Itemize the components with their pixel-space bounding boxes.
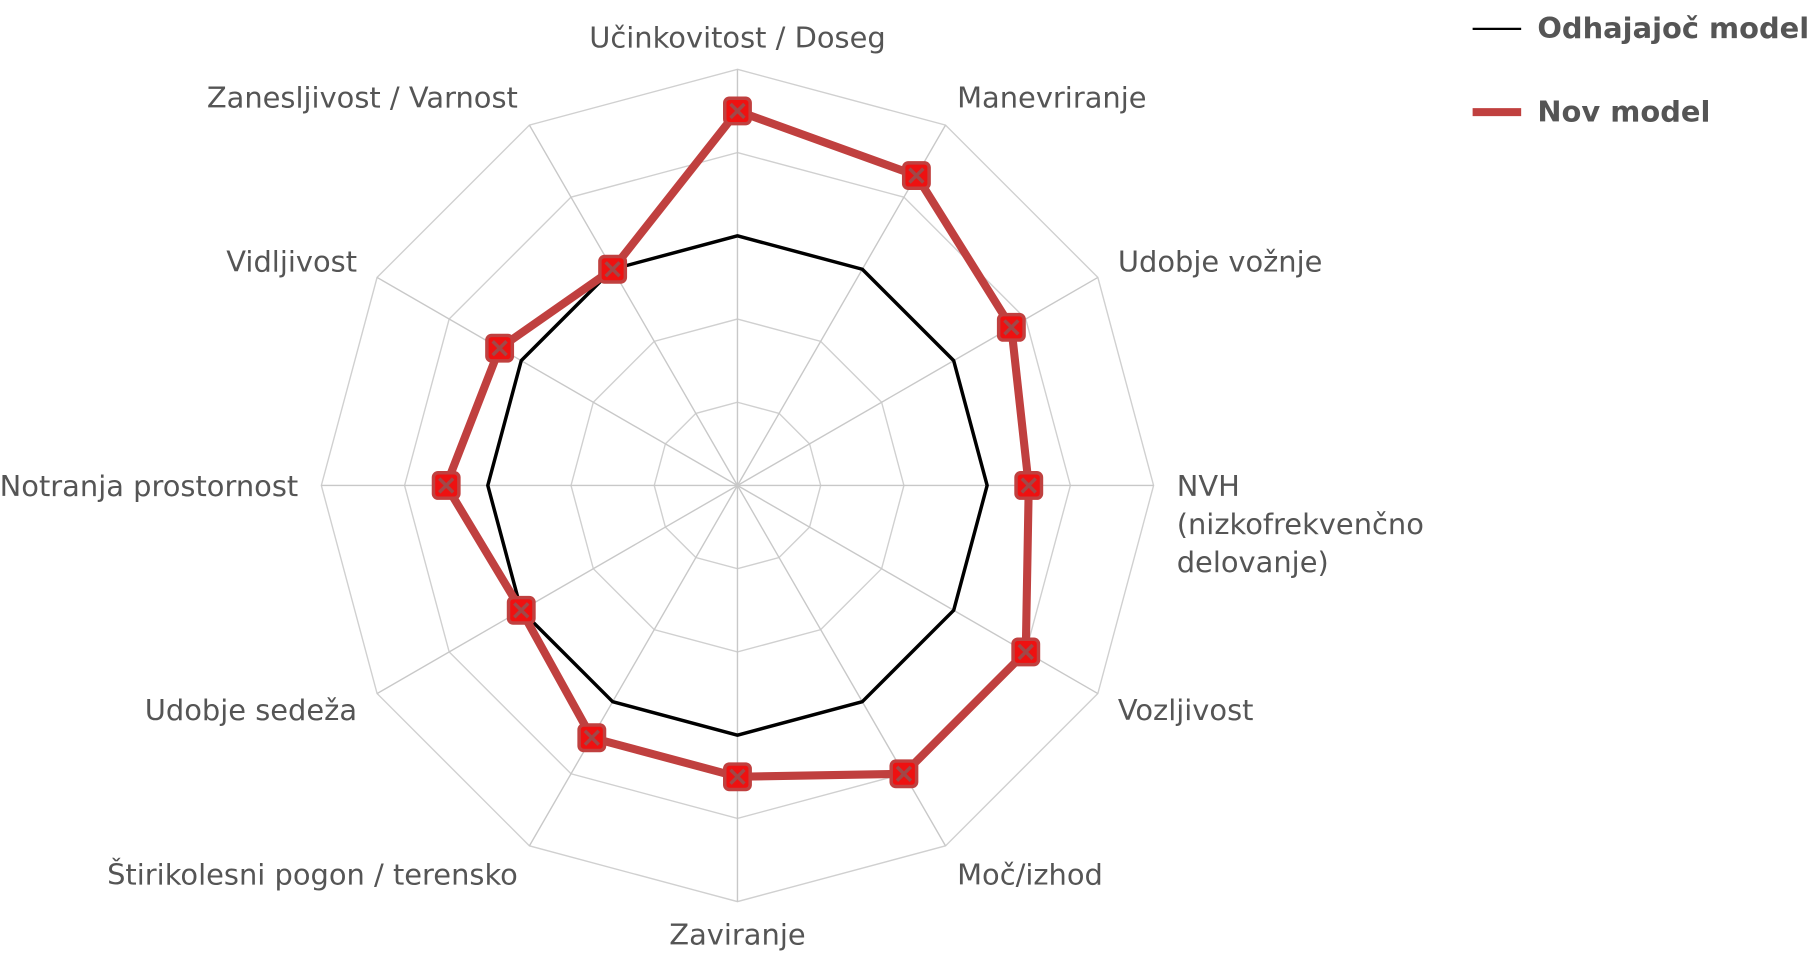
axis-spoke [528, 485, 739, 847]
axis-spoke [376, 484, 738, 695]
axis-spoke [736, 485, 947, 847]
axis-spoke [737, 484, 1099, 695]
axis-label: Manevriranje [957, 80, 1147, 115]
marker-cross [908, 167, 925, 184]
marker-cross [604, 261, 621, 278]
axis-spoke [376, 276, 738, 487]
axis-label: Vidljivost [226, 245, 358, 279]
axis-spoke [528, 124, 739, 486]
marker-cross [895, 765, 913, 782]
legend-label: Nov model [1537, 94, 1711, 129]
marker-cross [583, 729, 600, 746]
axis-label: Učinkovitost / Doseg [589, 20, 886, 55]
axis-spoke [737, 276, 1099, 487]
axis-label: Notranja prostornost [0, 469, 299, 503]
marker-cross [1020, 477, 1037, 494]
axis-label: Moč/izhod [957, 857, 1103, 892]
marker-cross [513, 602, 530, 619]
series-line [486, 234, 989, 737]
axis-label: Zanesljivost / Varnost [206, 80, 518, 115]
legend-label: Odhajajoč model [1537, 11, 1809, 46]
axis-label: Udobje sedeža [144, 693, 358, 728]
axis-label: Štirikolesni pogon / terensko [107, 857, 518, 892]
axis-label: Udobje vožnje [1117, 245, 1323, 279]
marker-cross [729, 102, 746, 120]
marker-cross [438, 477, 455, 494]
axis-label: NVH (nizkofrekvenčno delovanje) [1176, 469, 1424, 580]
marker-cross [729, 768, 746, 785]
marker-cross [1017, 643, 1034, 661]
axis-label: Zaviranje [669, 917, 806, 952]
marker-cross [491, 339, 508, 357]
marker-cross [1003, 319, 1020, 336]
axis-label: Vozljivost [1117, 693, 1254, 728]
